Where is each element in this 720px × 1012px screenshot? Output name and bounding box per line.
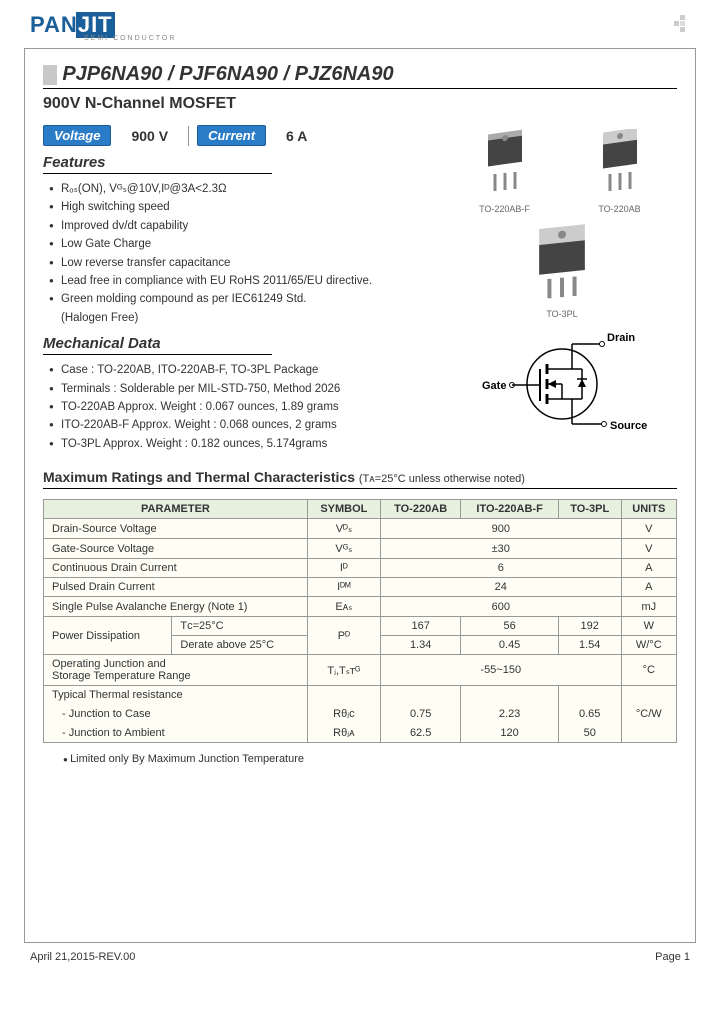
content-frame: PJP6NA90 / PJF6NA90 / PJZ6NA90 900V N-Ch…: [24, 48, 696, 943]
right-column: TO-220AB-F TO-220AB: [437, 119, 677, 453]
ratings-header: Maximum Ratings and Thermal Characterist…: [43, 469, 677, 489]
footer-note: Limited only By Maximum Junction Tempera…: [63, 753, 677, 765]
mech-item: Case : TO-220AB, ITO-220AB-F, TO-3PL Pac…: [49, 361, 437, 379]
table-row: Drain-Source VoltageVᴰₛ900V: [44, 519, 677, 539]
mosfet-schematic: Drain Gate Source: [447, 329, 677, 442]
package-3: TO-3PL: [447, 224, 677, 319]
th-col: TO-3PL: [558, 500, 621, 519]
current-badge: Current: [197, 125, 266, 146]
th-parameter: PARAMETER: [44, 500, 308, 519]
mech-list: Case : TO-220AB, ITO-220AB-F, TO-3PL Pac…: [43, 361, 437, 453]
mech-item: ITO-220AB-F Approx. Weight : 0.068 ounce…: [49, 416, 437, 434]
divider: [188, 126, 189, 146]
source-label: Source: [610, 420, 647, 432]
gate-label: Gate: [482, 380, 506, 392]
mech-item: Terminals : Solderable per MIL-STD-750, …: [49, 380, 437, 398]
decoration-icon: [666, 13, 690, 42]
feature-item: Green molding compound as per IEC61249 S…: [49, 290, 437, 327]
voltage-badge: Voltage: [43, 125, 111, 146]
table-row: - Junction to CaseRθⱼᴄ0.752.230.65: [44, 704, 677, 723]
th-symbol: SYMBOL: [307, 500, 380, 519]
spec-row: Voltage 900 V Current 6 A: [43, 125, 437, 146]
current-value: 6 A: [274, 128, 319, 144]
features-list: Rₒₛ(ON), Vᴳₛ@10V,Iᴰ@3A<2.3Ω High switchi…: [43, 180, 437, 327]
mech-header: Mechanical Data: [43, 335, 272, 355]
package-label: TO-220AB: [585, 204, 655, 214]
th-col: TO-220AB: [380, 500, 461, 519]
voltage-value: 900 V: [119, 128, 180, 144]
package-icon: [522, 224, 602, 304]
feature-item: Low Gate Charge: [49, 235, 437, 253]
logo-subtitle: SEMI CONDUCTOR: [84, 35, 176, 42]
package-label: TO-3PL: [447, 309, 677, 319]
features-header: Features: [43, 154, 272, 174]
logo-pan: PAN: [30, 12, 78, 38]
table-row: Single Pulse Avalanche Energy (Note 1)Eᴀ…: [44, 597, 677, 617]
ratings-note: (Tᴀ=25°C unless otherwise noted): [359, 473, 525, 485]
package-2: TO-220AB: [585, 129, 655, 214]
table-row: Power Dissipation Tᴄ=25°C Pᴰ 16756192W: [44, 617, 677, 636]
th-units: UNITS: [621, 500, 676, 519]
table-row: Operating Junction and Storage Temperatu…: [44, 655, 677, 686]
feature-item: Improved dv/dt capability: [49, 217, 437, 235]
page-footer: April 21,2015-REV.00 Page 1: [0, 943, 720, 971]
mech-item: TO-3PL Approx. Weight : 0.182 ounces, 5.…: [49, 435, 437, 453]
th-col: ITO-220AB-F: [461, 500, 558, 519]
table-row: Continuous Drain CurrentIᴰ6A: [44, 559, 677, 578]
logo: PAN JIT SEMI CONDUCTOR: [30, 12, 176, 42]
drain-label: Drain: [607, 332, 635, 344]
title-accent: [43, 65, 57, 85]
part-number-title: PJP6NA90 / PJF6NA90 / PJZ6NA90: [62, 63, 393, 85]
feature-item: Lead free in compliance with EU RoHS 201…: [49, 272, 437, 290]
ratings-title: Maximum Ratings and Thermal Characterist…: [43, 469, 355, 485]
page-header: PAN JIT SEMI CONDUCTOR: [0, 0, 720, 48]
package-icon: [585, 129, 655, 199]
table-row: Typical Thermal resistance°C/W: [44, 686, 677, 705]
left-column: Voltage 900 V Current 6 A Features Rₒₛ(O…: [43, 119, 437, 453]
package-icon: [470, 129, 540, 199]
table-row: - Junction to AmbientRθⱼᴀ62.512050: [44, 723, 677, 743]
feature-item: Low reverse transfer capacitance: [49, 254, 437, 272]
package-1: TO-220AB-F: [470, 129, 540, 214]
mech-item: TO-220AB Approx. Weight : 0.067 ounces, …: [49, 398, 437, 416]
subtitle: 900V N-Channel MOSFET: [43, 95, 677, 113]
revision-date: April 21,2015-REV.00: [30, 951, 135, 963]
feature-item: High switching speed: [49, 198, 437, 216]
table-row: Gate-Source VoltageVᴳₛ±30V: [44, 539, 677, 559]
page-number: Page 1: [655, 951, 690, 963]
table-row: Pulsed Drain CurrentIᴰᴹ24A: [44, 578, 677, 597]
ratings-table: PARAMETER SYMBOL TO-220AB ITO-220AB-F TO…: [43, 499, 677, 743]
package-label: TO-220AB-F: [470, 204, 540, 214]
table-header-row: PARAMETER SYMBOL TO-220AB ITO-220AB-F TO…: [44, 500, 677, 519]
feature-item: Rₒₛ(ON), Vᴳₛ@10V,Iᴰ@3A<2.3Ω: [49, 180, 437, 198]
title-row: PJP6NA90 / PJF6NA90 / PJZ6NA90: [43, 63, 677, 89]
